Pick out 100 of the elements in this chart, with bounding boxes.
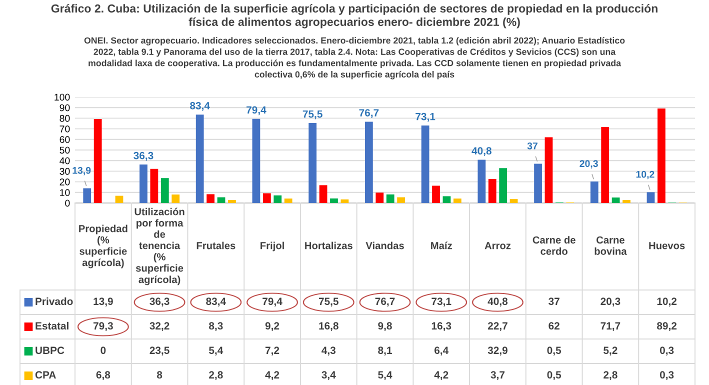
bar [196, 114, 204, 203]
bar [488, 178, 496, 203]
bar [252, 118, 260, 203]
text: 75,5 [302, 110, 322, 120]
data-label: 13,9 [94, 298, 113, 307]
data-label: 71,7 [600, 322, 620, 332]
data-label: 62 [548, 322, 560, 330]
text: 40,8 [472, 147, 492, 156]
data-label: 36,3 [150, 298, 170, 307]
bar [442, 196, 451, 203]
text: 76,7 [359, 109, 379, 118]
bar [160, 178, 169, 203]
bar [534, 164, 542, 203]
bar [150, 168, 158, 203]
data-label: 22,7 [488, 322, 508, 332]
data-label: 37 [548, 298, 560, 306]
bar [330, 198, 338, 203]
text: 13,9 [72, 166, 91, 176]
bar [340, 199, 349, 203]
y-tick-label: 20 [60, 178, 70, 186]
x-tick-label: Utilización por forma de tenencia (% superficie agrícola) [134, 208, 184, 286]
bar [308, 122, 317, 203]
data-label: 79,3 [93, 322, 113, 332]
data-label: 8,3 [209, 322, 223, 332]
bar [115, 196, 124, 203]
data-label: 79,4 [262, 298, 282, 307]
data-label: 16,8 [319, 322, 338, 332]
bar [172, 194, 180, 203]
data-label: 3,4 [322, 371, 336, 380]
bar [421, 126, 430, 203]
data-label: 0,5 [547, 346, 562, 356]
bar [274, 195, 282, 203]
y-tick-label: 0 [65, 200, 70, 207]
bar [646, 192, 655, 203]
data-label: 73,1 [432, 298, 452, 307]
bar [453, 198, 462, 203]
data-label: 0 [100, 346, 106, 354]
data-label: 7,2 [265, 346, 280, 356]
data-label: 20,3 [600, 298, 620, 307]
legend-label: UBPC [36, 346, 64, 354]
x-tick-label: Viandas [366, 242, 404, 250]
data-label: 3,7 [490, 371, 505, 380]
y-tick-label: 30 [60, 168, 70, 175]
data-label: 4,3 [322, 346, 336, 356]
x-tick-label: Hortalizas [305, 242, 352, 250]
bar [658, 108, 666, 203]
x-tick-label: Maíz [431, 242, 452, 250]
data-label: 40,8 [488, 298, 508, 307]
data-label: 5,4 [208, 346, 224, 356]
bar [319, 185, 328, 203]
bar [94, 118, 102, 203]
data-label: 16,3 [432, 322, 452, 332]
text: 36,3 [134, 152, 154, 161]
y-tick-label: 60 [60, 136, 70, 144]
data-label: 10,2 [657, 298, 677, 307]
y-tick-label: 100 [54, 94, 70, 101]
x-tick-label: Carne bovina [594, 236, 627, 255]
data-label: 8,1 [378, 346, 392, 356]
bar [376, 192, 384, 203]
data-label: 4,2 [265, 371, 280, 380]
data-label: 0,3 [660, 371, 674, 380]
bar [397, 197, 406, 203]
bar [262, 193, 271, 203]
data-label: 23,5 [150, 346, 170, 356]
x-tick-label: Propiedad (% superficie agrícola) [79, 224, 128, 268]
bar [544, 137, 553, 203]
bar [590, 181, 598, 203]
data-label: 0,3 [660, 346, 674, 356]
y-tick-label: 50 [60, 146, 70, 154]
x-tick-label: Frijol [260, 242, 284, 252]
data-label: 83,4 [206, 298, 226, 307]
x-tick-label: Arroz [484, 242, 511, 250]
legend-label: Estatal [36, 322, 68, 330]
chart-title: Gráfico 2. Cuba: Utilización de la superficie agrícola y participación de sectores de propiedad en la producción física de alimentos agropecuarios enero- diciembre 2021 (%) [51, 4, 658, 28]
bar [217, 197, 226, 203]
bar [432, 186, 440, 203]
x-tick-label: Frutales [196, 242, 236, 250]
bar [364, 122, 373, 203]
text: 79,4 [246, 106, 266, 116]
data-label: 32,9 [488, 346, 508, 356]
bar [499, 168, 508, 203]
bar [228, 200, 236, 203]
bar [510, 199, 518, 203]
x-tick-label: Huevos [649, 242, 685, 250]
bar [140, 164, 148, 203]
data-label: 6,4 [434, 346, 449, 356]
data-label: 4,2 [434, 371, 448, 380]
data-label: 5,4 [378, 371, 392, 380]
text: 10,2 [636, 170, 654, 180]
data-label: 2,8 [209, 371, 223, 380]
data-label: 5,2 [604, 346, 618, 356]
bar [386, 194, 394, 203]
bar [601, 127, 610, 203]
data-label: 89,2 [657, 322, 677, 332]
chart-subtitle: ONEI. Sector agropecuario. Indicadores seleccionados. Enero-diciembre 2021, tabla 1.2 (edición abril 2022); Anuario Estadístico 2022, tabla 9.1 y Panorama del uso de la tierra 2017, tabla 2.4. Nota: Las Cooperativas de Créditos y Sevicios (CCS) son una modalidad laxa de cooperativa. La producción es fundamentalmente privada. Las CCD solamente tienen en propiedad privada colectiva 0,6% de la superficie agrícola del país [84, 37, 625, 80]
bar [284, 198, 292, 203]
data-label: 6,8 [96, 371, 110, 380]
data-label: 76,7 [375, 298, 395, 307]
bar [622, 200, 630, 203]
text: 20,3 [580, 160, 598, 168]
